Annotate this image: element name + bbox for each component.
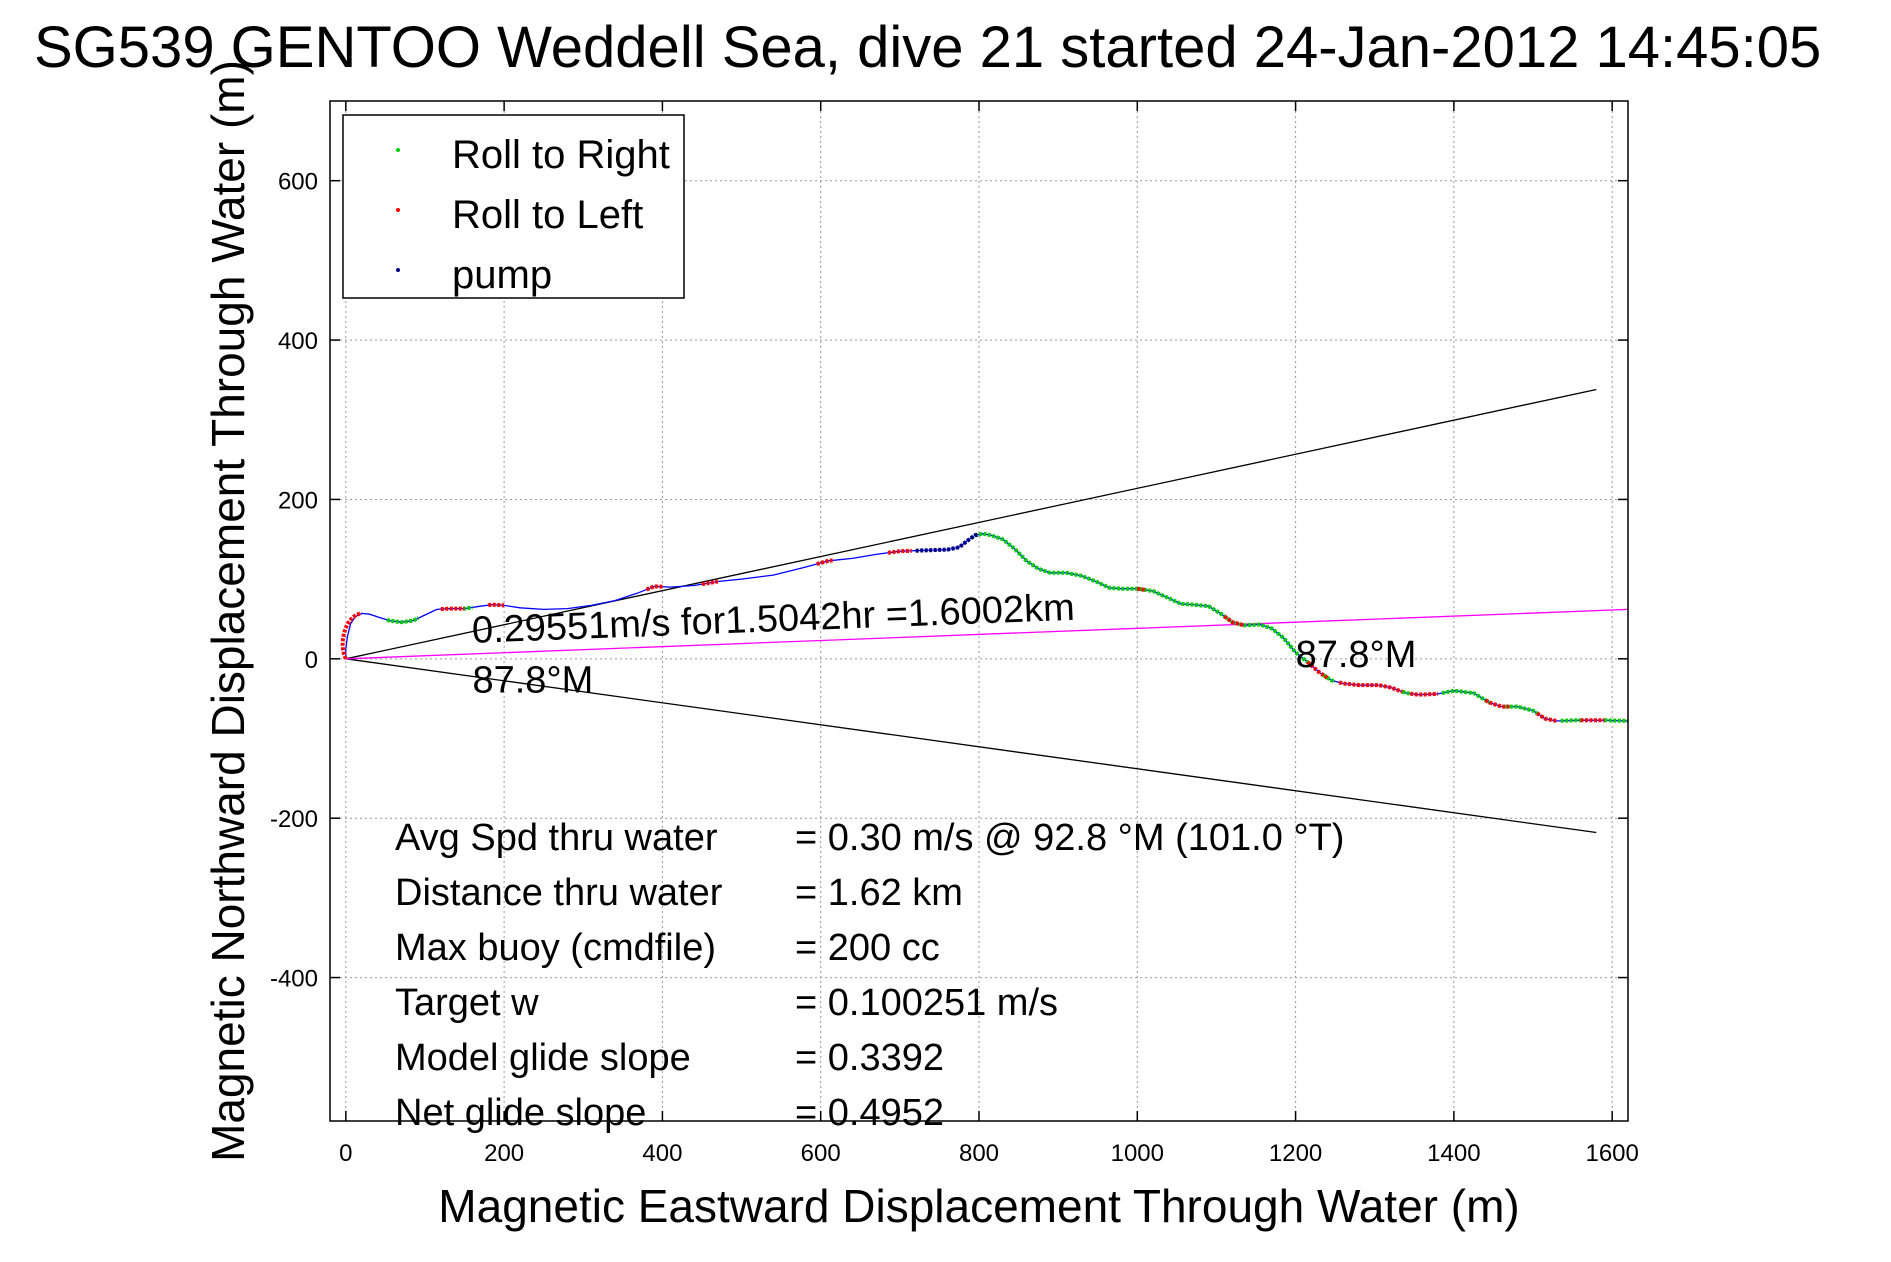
x-tick-label: 1600 bbox=[1585, 1140, 1638, 1167]
x-tick-label: 1200 bbox=[1269, 1140, 1322, 1167]
x-axis-ticks: 0 200 400 600 800 1000 1200 1400 1600 bbox=[339, 101, 1639, 1167]
y-tick-label: -200 bbox=[270, 806, 318, 833]
roll-right-segment bbox=[1560, 718, 1581, 723]
annotation-text: 87.8°M bbox=[1296, 634, 1417, 676]
upper-bound-line bbox=[345, 388, 1597, 660]
roll-right-segment bbox=[1401, 689, 1411, 696]
chart-title: SG539 GENTOO Weddell Sea, dive 21 starte… bbox=[34, 15, 1821, 80]
x-axis-label: Magnetic Eastward Displacement Through W… bbox=[438, 1180, 1519, 1232]
roll-left-segment bbox=[645, 584, 663, 592]
legend-label: Roll to Left bbox=[452, 193, 643, 237]
roll-left-segment bbox=[440, 606, 465, 612]
x-tick-label: 0 bbox=[339, 1140, 352, 1167]
roll-left-segment bbox=[1223, 614, 1245, 628]
roll-left-segment bbox=[488, 602, 505, 608]
y-tick-label: 200 bbox=[278, 487, 318, 514]
legend-marker bbox=[396, 268, 400, 272]
roll-left-segment bbox=[1136, 586, 1146, 592]
x-tick-label: 400 bbox=[642, 1140, 682, 1167]
stat-value: = 0.100251 m/s bbox=[795, 982, 1058, 1024]
roll-left-segment bbox=[340, 611, 363, 660]
x-tick-label: 600 bbox=[801, 1140, 841, 1167]
roll-right-segment bbox=[386, 616, 420, 625]
y-tick-label: 400 bbox=[278, 328, 318, 355]
stat-value: = 0.3392 bbox=[795, 1037, 944, 1079]
roll-left-segment bbox=[816, 558, 833, 566]
stat-label: Model glide slope bbox=[395, 1037, 691, 1079]
x-tick-label: 1000 bbox=[1111, 1140, 1164, 1167]
y-tick-label: 600 bbox=[278, 169, 318, 196]
y-axis-ticks: -400 -200 0 200 400 600 bbox=[270, 169, 1628, 993]
x-tick-label: 800 bbox=[959, 1140, 999, 1167]
stat-value: = 1.62 km bbox=[795, 872, 963, 914]
stat-label: Target w bbox=[395, 982, 539, 1024]
stat-label: Avg Spd thru water bbox=[395, 817, 718, 859]
roll-markers bbox=[340, 531, 1629, 723]
roll-left-segment bbox=[887, 548, 912, 555]
legend-marker bbox=[396, 208, 400, 212]
annotation-text: 87.8°M bbox=[472, 659, 593, 701]
roll-right-segment bbox=[1441, 688, 1491, 705]
stat-value: = 0.30 m/s @ 92.8 °M (101.0 °T) bbox=[795, 817, 1344, 859]
x-tick-label: 1400 bbox=[1427, 1140, 1480, 1167]
reference-lines bbox=[345, 388, 1629, 834]
stat-label: Max buoy (cmdfile) bbox=[395, 927, 716, 969]
legend-box bbox=[342, 114, 685, 299]
roll-left-segment bbox=[1484, 698, 1510, 709]
lower-bound-line bbox=[345, 658, 1597, 834]
stat-label: Distance thru water bbox=[395, 872, 723, 914]
roll-left-segment bbox=[1535, 711, 1558, 723]
x-tick-label: 200 bbox=[484, 1140, 524, 1167]
roll-left-segment bbox=[1338, 680, 1404, 694]
legend-label: Roll to Right bbox=[452, 133, 670, 177]
roll-left-segment bbox=[1410, 691, 1439, 697]
stats-block: Avg Spd thru water = 0.30 m/s @ 92.8 °M (… bbox=[395, 817, 1344, 1134]
heading-line-line bbox=[345, 608, 1629, 660]
pump-segment bbox=[915, 532, 980, 553]
legend-label: pump bbox=[452, 253, 552, 297]
stat-label: Net glide slope bbox=[395, 1092, 646, 1134]
legend: Roll to Right Roll to Left pump bbox=[342, 114, 685, 299]
y-tick-label: 0 bbox=[305, 647, 318, 674]
stat-value: = 200 cc bbox=[795, 927, 940, 969]
roll-left-segment bbox=[1306, 660, 1329, 680]
roll-right-segment bbox=[1322, 673, 1336, 684]
y-tick-label: -400 bbox=[270, 966, 318, 993]
roll-left-segment bbox=[701, 579, 719, 587]
legend-marker bbox=[396, 148, 400, 152]
roll-right-segment bbox=[1505, 704, 1539, 715]
roll-right-segment bbox=[1604, 718, 1629, 723]
stat-value: = 0.4952 bbox=[795, 1092, 944, 1134]
y-axis-label: Magnetic Northward Displacement Through … bbox=[202, 60, 254, 1162]
